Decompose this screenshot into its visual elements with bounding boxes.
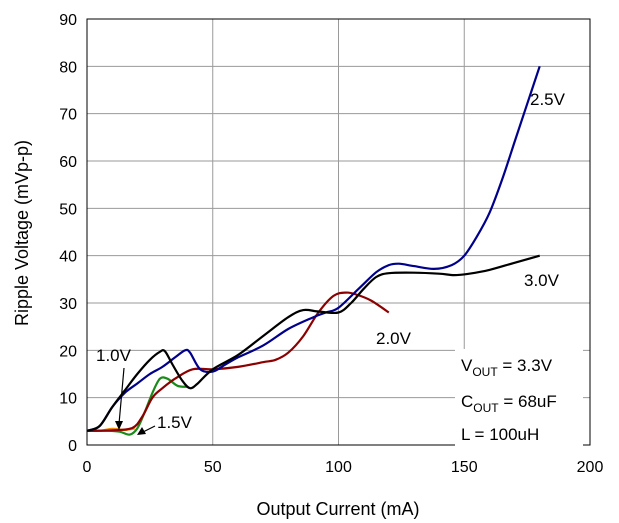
x-tick-label: 200 [577, 459, 604, 476]
conditions-box [455, 349, 583, 452]
vout-param: VOUT = 3.3V [461, 356, 553, 379]
y-tick-label: 0 [68, 438, 77, 455]
gridlines [87, 19, 590, 445]
x-tick-label: 50 [204, 459, 222, 476]
y-tick-label: 80 [59, 59, 77, 76]
arrowhead-1-0v [115, 421, 123, 430]
x-tick-label: 100 [325, 459, 352, 476]
y-tick-label: 50 [59, 201, 77, 218]
label-3-0v: 3.0V [524, 271, 560, 290]
inductor-param: L = 100uH [461, 425, 539, 444]
y-tick-label: 20 [59, 343, 77, 360]
y-tick-label: 60 [59, 154, 77, 171]
y-axis-title: Ripple Voltage (mVp-p) [12, 140, 32, 326]
arrow-1-5v [142, 425, 156, 433]
label-2-0v: 2.0V [376, 329, 412, 348]
label-2-5v: 2.5V [530, 90, 566, 109]
y-tick-label: 40 [59, 249, 77, 266]
y-tick-label: 10 [59, 391, 77, 408]
x-axis-title: Output Current (mA) [256, 499, 419, 519]
label-1-5v: 1.5V [157, 413, 193, 432]
y-tick-label: 70 [59, 107, 77, 124]
series-line-2-0v [86, 291, 390, 432]
arrow-1-0v [118, 367, 125, 425]
series-line-3-0v [86, 254, 541, 432]
tick-labels: 0 10 20 30 40 50 60 70 80 90 0 50 100 150 200 [59, 12, 603, 476]
y-tick-label: 90 [59, 12, 77, 29]
series-line-2-5v [86, 65, 541, 432]
label-1-0v: 1.0V [96, 346, 132, 365]
y-tick-label: 30 [59, 296, 77, 313]
x-tick-label: 0 [83, 459, 92, 476]
cout-param: COUT = 68uF [461, 392, 557, 415]
series-lines [86, 65, 541, 436]
arrowhead-1-5v [137, 427, 146, 435]
plot-area-border [86, 18, 591, 446]
x-tick-label: 150 [451, 459, 478, 476]
